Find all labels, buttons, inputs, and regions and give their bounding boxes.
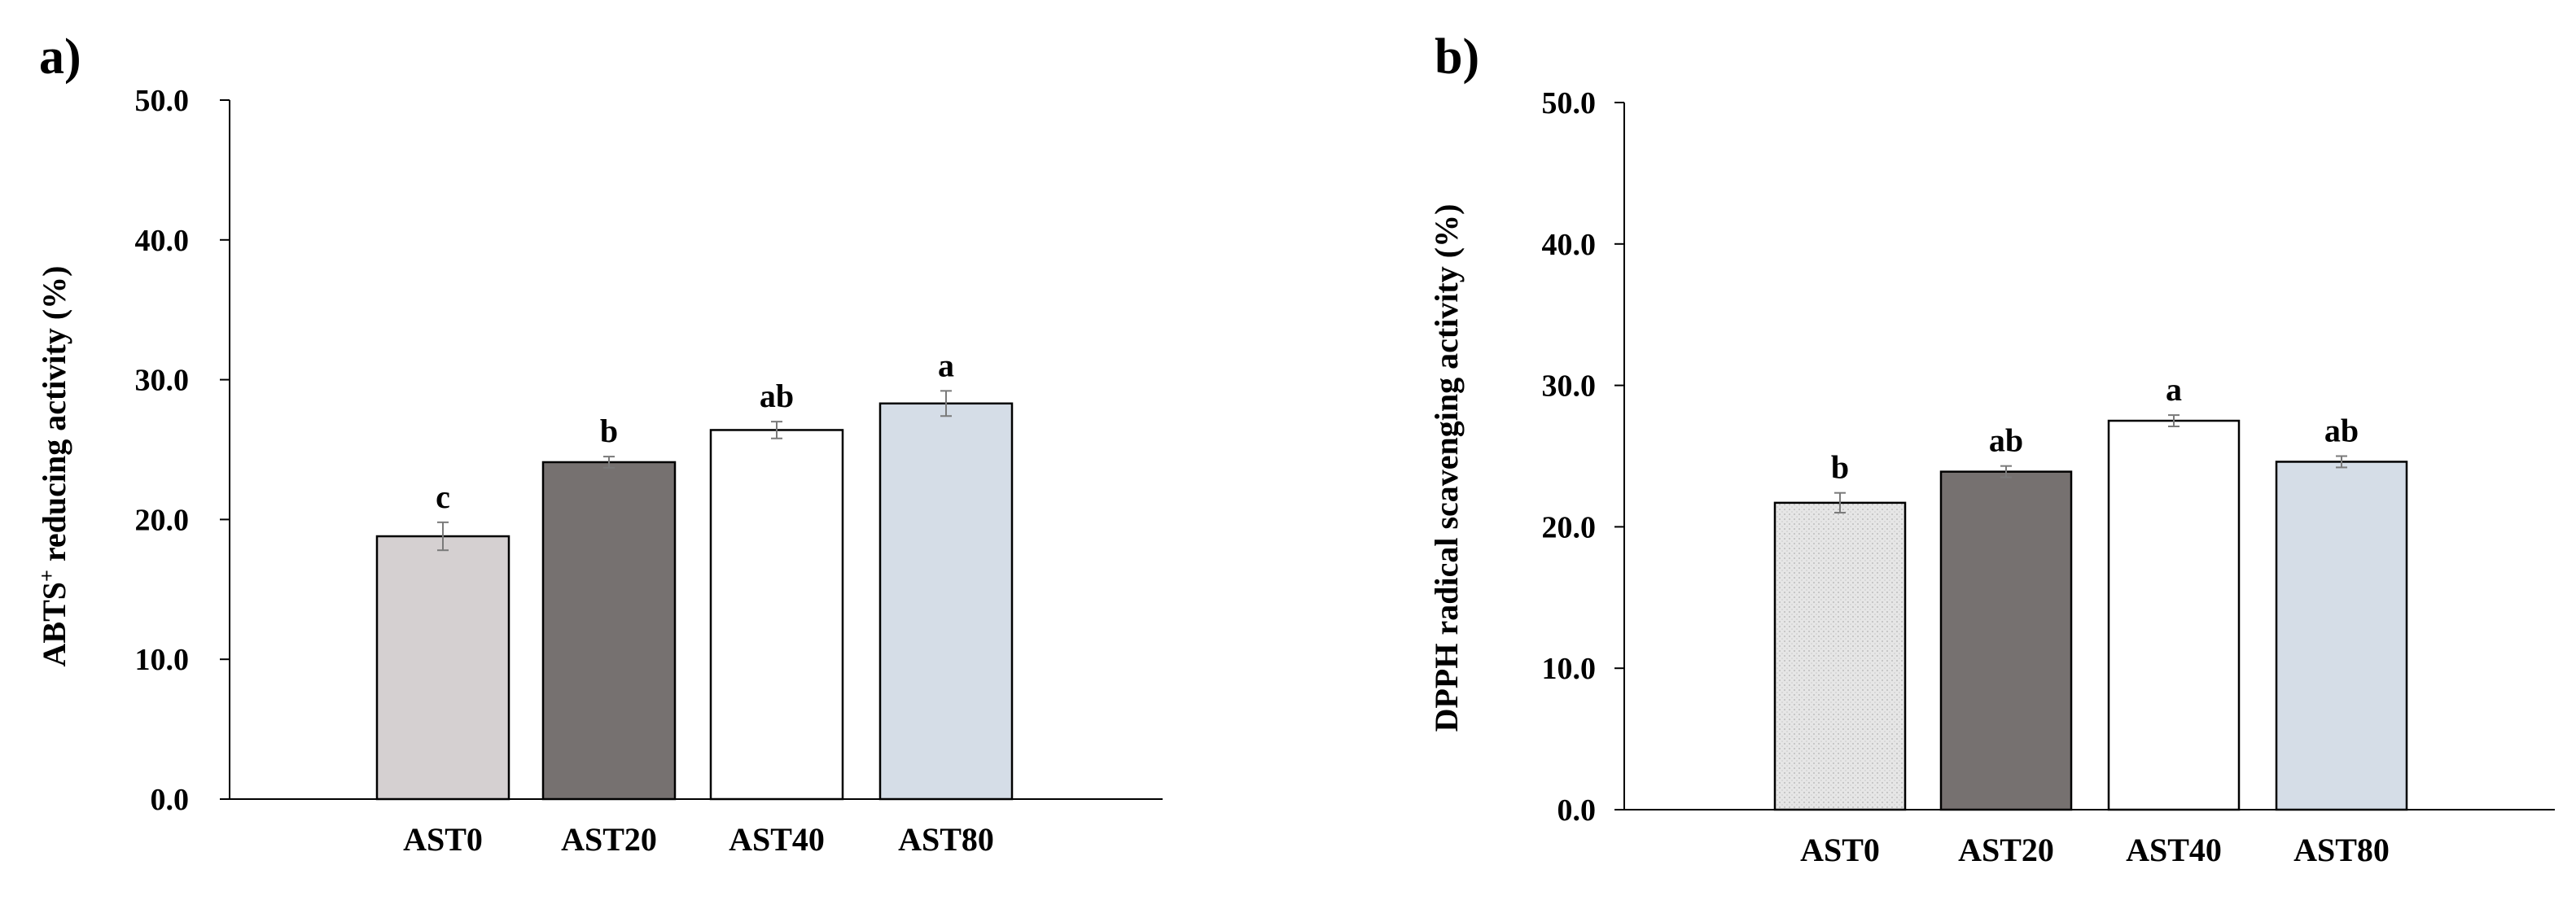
significance-letter: a — [2166, 371, 2182, 408]
bars-a — [375, 402, 1014, 801]
error-bar-ast80 — [940, 390, 952, 417]
error-bar-ast20 — [603, 456, 615, 469]
significance-letter: c — [436, 478, 450, 515]
significance-letter: ab — [1989, 422, 2023, 459]
y-axis-label-a: ABTS+ reducing activity (%) — [35, 266, 73, 667]
x-tick-labels-a: AST0 AST20 AST40 AST80 — [403, 821, 994, 858]
y-axis-label-b: DPPH radical scavenging activity (%) — [1428, 204, 1465, 732]
y-tick-label: 50.0 — [135, 84, 190, 118]
y-tick-label: 40.0 — [135, 224, 190, 258]
x-tick-label: AST0 — [403, 821, 483, 858]
chart-panel-a: a) ABTS+ reducing activity (%) 0.0 10.0 20… — [35, 29, 1163, 858]
error-bars-a — [437, 390, 952, 552]
y-tick-label: 0.0 — [151, 783, 190, 817]
bar-ast20 — [1939, 470, 2073, 811]
bar-ast20 — [541, 461, 677, 801]
error-bar-ast0 — [437, 521, 449, 552]
error-bar-ast40 — [771, 421, 782, 439]
x-tick-label: AST20 — [561, 821, 657, 858]
significance-letters-b: b ab a ab — [1831, 371, 2359, 486]
significance-letter: b — [1831, 449, 1849, 486]
y-axis-ticks-b: 0.0 10.0 20.0 30.0 40.0 50.0 — [1542, 86, 1624, 828]
bars-b — [1773, 419, 2408, 811]
y-tick-label: 30.0 — [135, 364, 190, 398]
significance-letter: ab — [760, 378, 794, 414]
error-bars-b — [1834, 414, 2347, 514]
panel-label-b: b) — [1435, 29, 1479, 85]
bar-ast80 — [878, 402, 1014, 801]
x-tick-label: AST20 — [1958, 832, 2054, 868]
bar-ast80 — [2275, 461, 2408, 811]
y-axis-label-a-superscript: + — [35, 570, 59, 582]
y-tick-label: 20.0 — [135, 503, 190, 537]
y-tick-label: 10.0 — [135, 643, 190, 677]
error-bar-ast40 — [2168, 414, 2180, 428]
error-bar-ast0 — [1834, 492, 1846, 514]
bar-ast0 — [1773, 501, 1907, 811]
panel-label-a: a) — [39, 29, 81, 85]
significance-letters-a: c b ab a — [436, 347, 954, 514]
bar-ast0 — [375, 535, 510, 801]
y-axis-ticks-a: 0.0 10.0 20.0 30.0 40.0 50.0 — [135, 84, 230, 817]
y-tick-label: 10.0 — [1542, 652, 1597, 686]
y-tick-label: 20.0 — [1542, 510, 1597, 544]
x-tick-label: AST40 — [2126, 832, 2222, 868]
y-axis-label-a-main: ABTS — [36, 582, 72, 667]
y-axis-label-a-rest: reducing activity (%) — [36, 266, 72, 570]
bar-ast40 — [709, 429, 844, 801]
x-tick-labels-b: AST0 AST20 AST40 AST80 — [1800, 832, 2390, 868]
x-tick-label: AST0 — [1800, 832, 1880, 868]
x-tick-label: AST40 — [729, 821, 825, 858]
error-bar-ast80 — [2336, 455, 2347, 469]
chart-panel-b: b) DPPH radical scavenging activity (%) … — [1428, 29, 2555, 868]
y-tick-label: 40.0 — [1542, 228, 1597, 262]
significance-letter: a — [938, 347, 954, 383]
x-tick-label: AST80 — [898, 821, 994, 858]
y-tick-label: 30.0 — [1542, 369, 1597, 404]
error-bar-ast20 — [2000, 465, 2012, 478]
y-tick-label: 0.0 — [1557, 793, 1597, 828]
bar-ast40 — [2107, 419, 2241, 811]
x-tick-label: AST80 — [2293, 832, 2390, 868]
significance-letter: ab — [2324, 413, 2359, 449]
significance-letter: b — [600, 413, 618, 449]
y-tick-label: 50.0 — [1542, 86, 1597, 120]
